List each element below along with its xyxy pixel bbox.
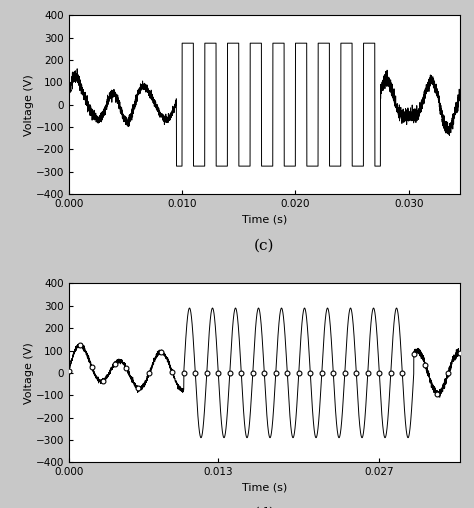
X-axis label: Time (s): Time (s) <box>242 483 287 493</box>
Y-axis label: Voltage (V): Voltage (V) <box>24 74 34 136</box>
Text: (c): (c) <box>254 239 274 253</box>
Y-axis label: Voltage (V): Voltage (V) <box>24 342 34 404</box>
Text: (d): (d) <box>254 507 275 508</box>
X-axis label: Time (s): Time (s) <box>242 214 287 225</box>
